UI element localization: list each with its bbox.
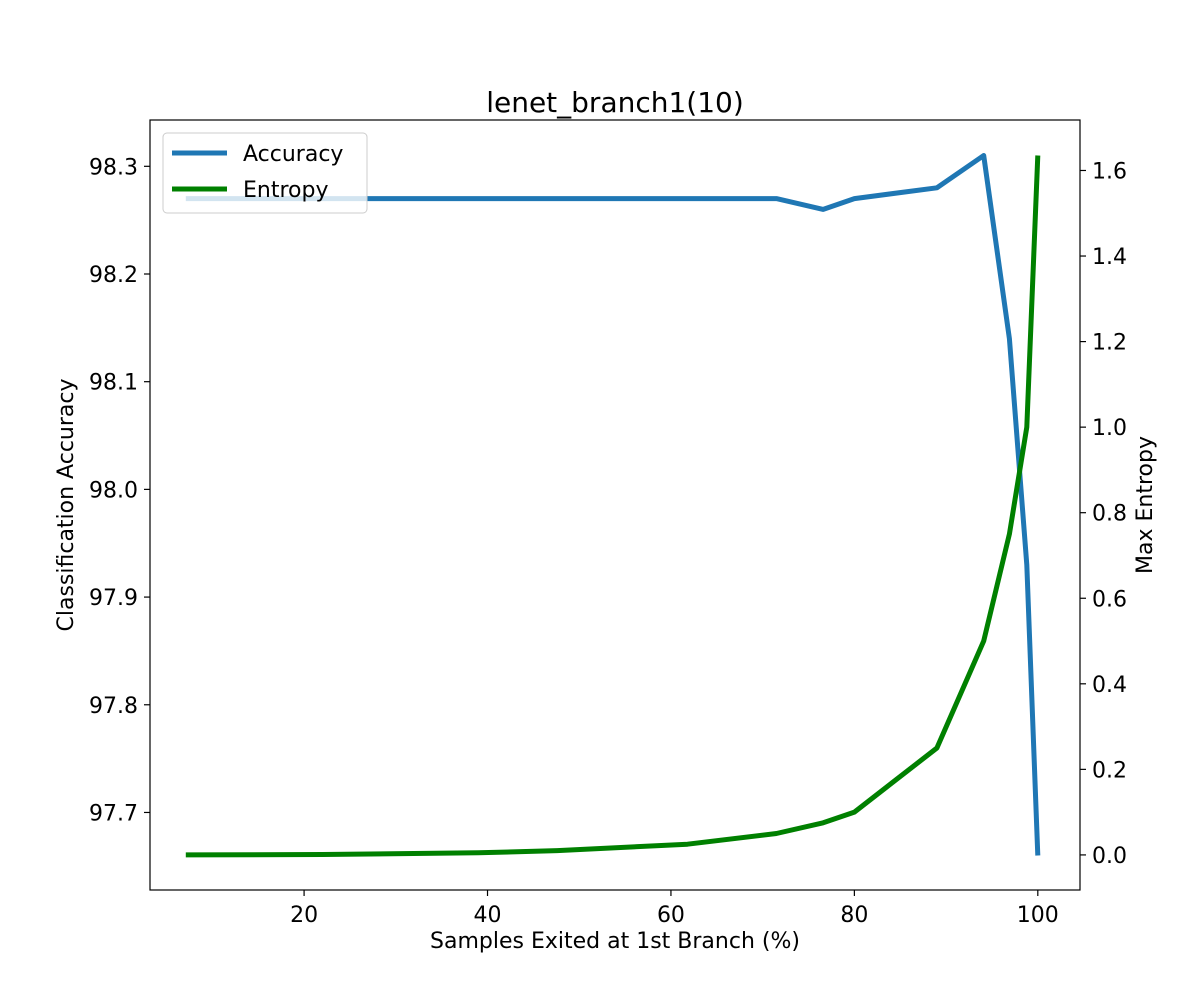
axes-frame (149, 119, 1081, 891)
x-tick-label: 80 (840, 903, 868, 928)
y2-tick-label: 0.0 (1092, 844, 1127, 869)
y-tick-label: 97.7 (89, 801, 138, 826)
series-line-entropy (185, 155, 1041, 858)
y2-tick-label: 1.0 (1092, 416, 1127, 441)
x-tick-label: 100 (1017, 903, 1059, 928)
y-tick-label: 97.8 (89, 694, 138, 719)
plot-background (150, 120, 1080, 890)
legend: Accuracy Entropy (162, 132, 368, 214)
legend-label-entropy: Entropy (243, 178, 328, 203)
chart-title: lenet_branch1(10) (486, 86, 744, 119)
x-tick-label: 60 (657, 903, 685, 928)
y2-tick-label: 0.2 (1092, 758, 1127, 783)
axes-layer: 20 40 60 80 100 97.7 97.8 97.9 98.0 98.1 98.2 98.3 0… (89, 119, 1127, 928)
y-tick-label: 98.3 (89, 155, 138, 180)
y-tick-label: 98.2 (89, 263, 138, 288)
y2-tick-label: 0.8 (1092, 502, 1127, 527)
y-tick-label: 97.9 (89, 586, 138, 611)
y-tick-label: 98.0 (89, 478, 138, 503)
x-axis-title: Samples Exited at 1st Branch (%) (430, 929, 800, 954)
series-line-accuracy (185, 153, 1041, 856)
y2-tick-label: 1.6 (1092, 159, 1127, 184)
legend-label-accuracy: Accuracy (243, 142, 343, 167)
y2-axis-title: Max Entropy (1133, 436, 1158, 574)
y2-tick-label: 1.4 (1092, 245, 1127, 270)
y-tick-label: 98.1 (89, 371, 138, 396)
x-tick-label: 20 (290, 903, 318, 928)
plot-area (150, 120, 1080, 890)
y2-tick-label: 0.4 (1092, 673, 1127, 698)
x-tick-label: 40 (474, 903, 502, 928)
y-axis-title: Classification Accuracy (54, 379, 79, 632)
y2-tick-label: 0.6 (1092, 587, 1127, 612)
series-layer (185, 153, 1041, 858)
y2-tick-label: 1.2 (1092, 331, 1127, 356)
